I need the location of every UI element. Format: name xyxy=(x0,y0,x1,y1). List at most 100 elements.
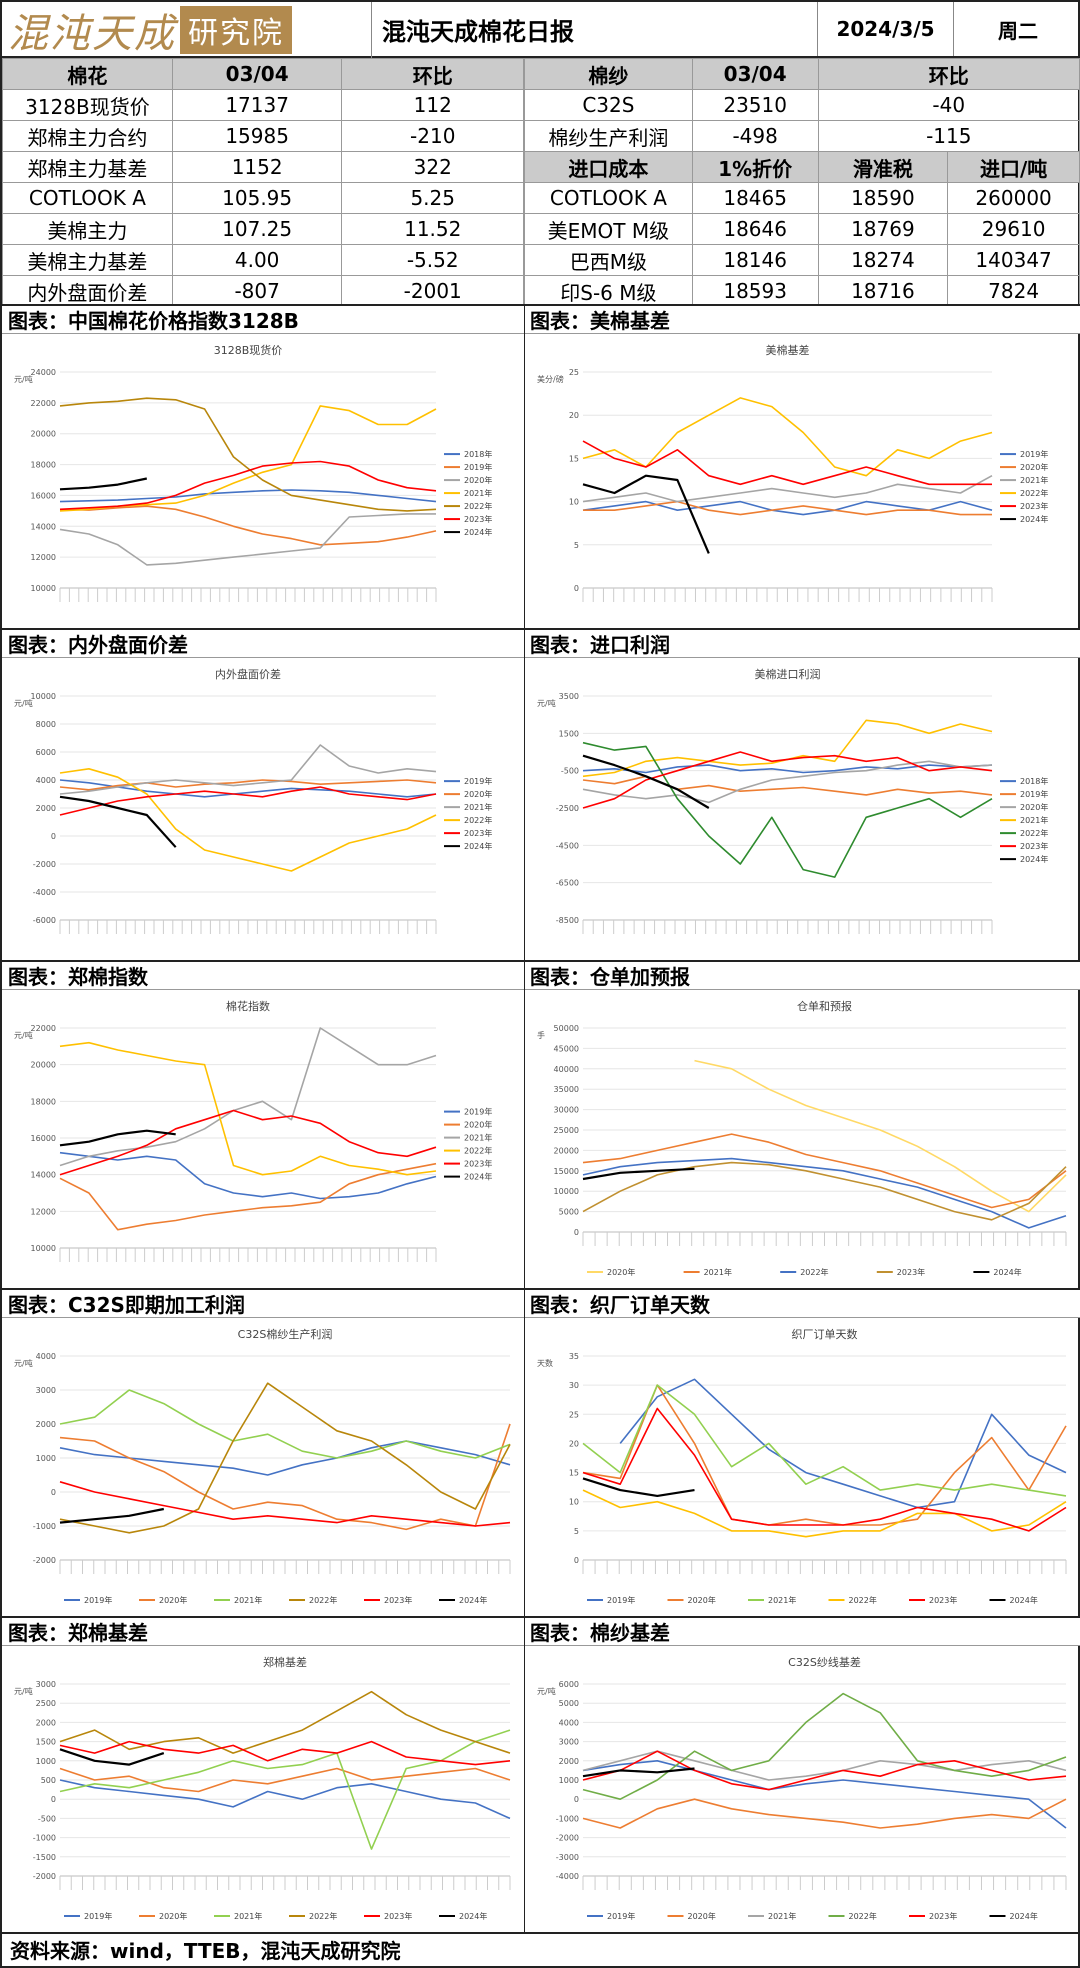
series-line xyxy=(59,1389,511,1459)
y-tick-label: 12000 xyxy=(31,1207,56,1216)
table-cell: 322 xyxy=(341,151,524,183)
table-cell: -115 xyxy=(817,120,1080,152)
table-cell: -210 xyxy=(341,120,524,152)
series-line xyxy=(59,1041,437,1176)
chart-title: 内外盘面价差 xyxy=(215,667,281,681)
y-tick-label: 50000 xyxy=(554,1024,579,1033)
table-cell: 260000 xyxy=(947,182,1080,214)
y-tick-label: 10 xyxy=(569,1498,579,1507)
y-tick-label: -4000 xyxy=(556,1872,579,1881)
y-tick-label: 3000 xyxy=(36,1386,56,1395)
y-tick-label: 15 xyxy=(569,454,579,463)
legend-label: 2019年 xyxy=(464,1107,492,1117)
table-cell: 11.52 xyxy=(341,213,524,245)
y-tick-label: 15000 xyxy=(554,1167,579,1176)
table-cell: 美棉主力基差 xyxy=(2,244,173,276)
y-tick-label: 20 xyxy=(569,411,579,420)
table-cell: 5.25 xyxy=(341,182,524,214)
y-tick-label: 15 xyxy=(569,1469,579,1478)
series-line xyxy=(59,795,177,848)
y-tick-label: 1000 xyxy=(36,1757,56,1766)
series-line xyxy=(582,1767,695,1778)
series-line xyxy=(582,1384,1067,1526)
section-title: 图表：郑棉指数 xyxy=(2,960,524,990)
legend-label: 2020年 xyxy=(1020,462,1048,472)
y-tick-label: -500 xyxy=(38,1814,56,1823)
series-line xyxy=(59,1151,437,1200)
table-header-cell: 环比 xyxy=(817,58,1080,90)
y-tick-label: 35000 xyxy=(554,1085,579,1094)
table-row: 美EMOT M级 18646 18769 29610 xyxy=(524,213,1080,245)
y-tick-label: 30 xyxy=(569,1381,579,1390)
table-header-cell: 进口成本 xyxy=(524,151,693,183)
y-tick-label: 2000 xyxy=(36,804,56,813)
table-row: 郑棉主力基差 1152 322 xyxy=(2,151,524,183)
legend-label: 2018年 xyxy=(1020,776,1048,786)
y-tick-label: 10000 xyxy=(31,584,56,593)
y-tick-label: 18000 xyxy=(31,1097,56,1106)
table-cell: 棉纱生产利润 xyxy=(524,120,693,152)
legend-label: 2024年 xyxy=(464,527,492,537)
section-title: 图表：郑棉基差 xyxy=(2,1616,524,1646)
legend-label: 2021年 xyxy=(464,1133,492,1143)
table-cell: 7824 xyxy=(947,275,1080,307)
legend-label: 2021年 xyxy=(464,488,492,498)
legend-label: 2021年 xyxy=(768,1911,796,1921)
section-title: 图表：美棉基差 xyxy=(524,304,1080,334)
table-cell: 17137 xyxy=(171,89,343,121)
y-tick-label: 2500 xyxy=(36,1699,56,1708)
y-axis-label: 元/吨 xyxy=(14,1686,33,1696)
chart-us-cotton-basis: 美棉基差 美分/磅 0 5 10 15 20 25 2019年 2020年 2021年 2022年 20… xyxy=(525,336,1080,626)
table-cell: COTLOOK A xyxy=(2,182,173,214)
y-tick-label: 3000 xyxy=(36,1680,56,1689)
series-line xyxy=(619,1378,1067,1509)
y-axis-label: 手 xyxy=(537,1030,545,1040)
legend-label: 2020年 xyxy=(159,1911,187,1921)
series-line xyxy=(59,489,437,503)
legend-label: 2022年 xyxy=(309,1911,337,1921)
series-line xyxy=(59,460,437,511)
legend-label: 2022年 xyxy=(849,1911,877,1921)
series-line xyxy=(59,1109,437,1176)
series-line xyxy=(582,1750,1067,1791)
legend-label: 2022年 xyxy=(464,815,492,825)
y-tick-label: 5 xyxy=(574,1527,579,1536)
legend-label: 2019年 xyxy=(84,1911,112,1921)
chart-zce-cotton-index: 棉花指数 元/吨 10000 12000 14000 16000 18000 20000 220… xyxy=(2,992,524,1286)
y-tick-label: 10 xyxy=(569,498,579,507)
table-cell: 18146 xyxy=(691,244,819,276)
y-axis-label: 元/吨 xyxy=(14,1030,33,1040)
series-line xyxy=(59,1690,511,1754)
legend-label: 2018年 xyxy=(464,449,492,459)
legend-label: 2023年 xyxy=(897,1267,925,1277)
section-title: 图表：进口利润 xyxy=(524,628,1080,658)
y-tick-label: 4000 xyxy=(36,776,56,785)
table-cell: -807 xyxy=(171,275,343,307)
legend-label: 2019年 xyxy=(607,1595,635,1605)
legend-label: 2021年 xyxy=(1020,815,1048,825)
legend-label: 2024年 xyxy=(459,1911,487,1921)
y-tick-label: -3000 xyxy=(556,1853,579,1862)
table-row: 郑棉主力合约 15985 -210 xyxy=(2,120,524,152)
legend-label: 2023年 xyxy=(464,1159,492,1169)
y-tick-label: 0 xyxy=(574,1228,579,1237)
table-cell: 18646 xyxy=(691,213,819,245)
y-tick-label: 35 xyxy=(569,1352,579,1361)
series-line xyxy=(582,775,993,796)
chart-title: 棉花指数 xyxy=(226,999,270,1013)
legend-label: 2024年 xyxy=(1010,1595,1038,1605)
chart-zce-basis: 郑棉基差 元/吨 -2000 -1500 -1000 -500 0 500 1000 1500 20… xyxy=(2,1648,524,1930)
series-line xyxy=(59,1382,511,1534)
y-tick-label: 4000 xyxy=(559,1718,579,1727)
table-cell: 105.95 xyxy=(171,182,343,214)
table-cell: 23510 xyxy=(691,89,819,121)
table-header-row: 棉花 03/04 环比 xyxy=(2,58,524,90)
